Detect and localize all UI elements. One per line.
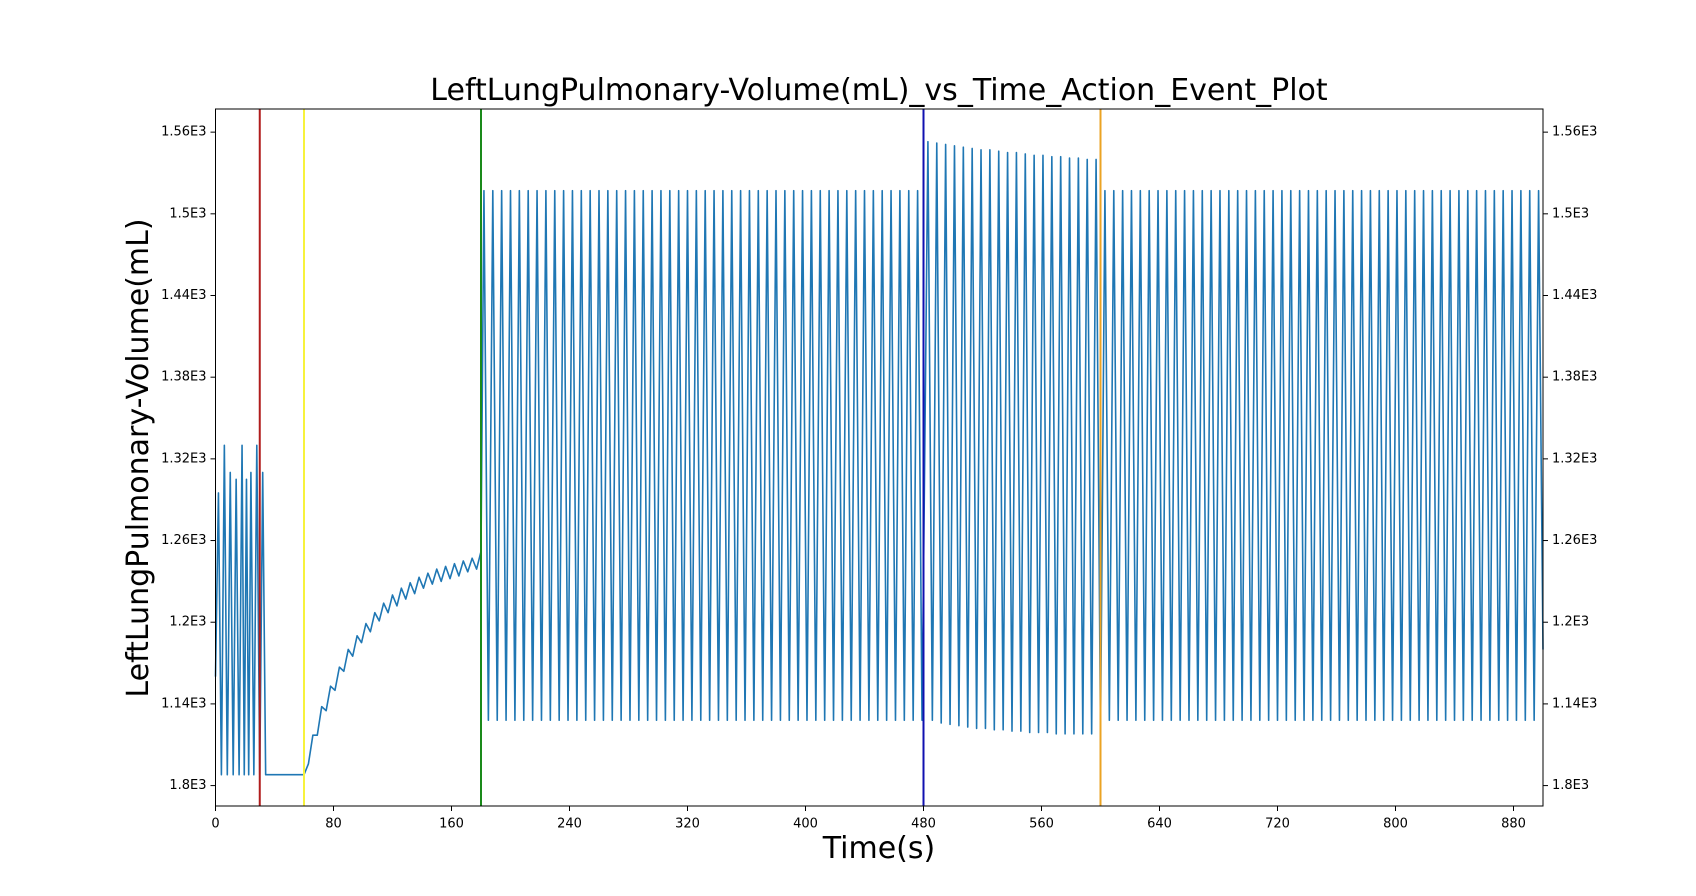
data-line (214, 140, 1544, 776)
y-tick-label: 1.44E3 (161, 288, 206, 303)
y2-tick-label: 1.5E3 (1552, 206, 1589, 221)
y-tick-label: 1.14E3 (161, 696, 206, 711)
y-tick-label: 1.56E3 (161, 125, 206, 140)
y-tick-label: 1.26E3 (161, 533, 206, 548)
x-tick-label: 240 (557, 817, 582, 832)
x-tick-label: 160 (439, 817, 464, 832)
chart-title: LeftLungPulmonary-Volume(mL)_vs_Time_Act… (430, 73, 1328, 108)
y2-tick-label: 1.32E3 (1552, 451, 1597, 466)
plot-frame (215, 108, 1544, 807)
x-tick-label: 880 (1501, 817, 1526, 832)
y-tick-label: 1.38E3 (161, 370, 206, 385)
y-axis-label: LeftLungPulmonary-Volume(mL) (121, 218, 156, 697)
x-tick-label: 560 (1029, 817, 1054, 832)
y2-tick-label: 1.2E3 (1552, 615, 1589, 630)
y2-tick-label: 1.38E3 (1552, 370, 1597, 385)
y-tick-label: 1.5E3 (169, 206, 206, 221)
y2-tick-label: 1.14E3 (1552, 696, 1597, 711)
y2-tick-label: 1.44E3 (1552, 288, 1597, 303)
x-tick-label: 0 (211, 817, 219, 832)
y2-tick-label: 1.8E3 (1552, 778, 1589, 793)
x-tick-label: 640 (1147, 817, 1172, 832)
x-tick-label: 320 (675, 817, 700, 832)
y-tick-label: 1.2E3 (169, 615, 206, 630)
x-tick-label: 80 (325, 817, 342, 832)
y-tick-label: 1.32E3 (161, 451, 206, 466)
x-axis-label: Time(s) (822, 831, 935, 866)
y2-tick-label: 1.26E3 (1552, 533, 1597, 548)
x-tick-label: 480 (911, 817, 936, 832)
y2-tick-label: 1.56E3 (1552, 125, 1597, 140)
x-tick-label: 800 (1383, 817, 1408, 832)
x-tick-label: 400 (793, 817, 818, 832)
x-tick-label: 720 (1265, 817, 1290, 832)
y-tick-label: 1.8E3 (169, 778, 206, 793)
